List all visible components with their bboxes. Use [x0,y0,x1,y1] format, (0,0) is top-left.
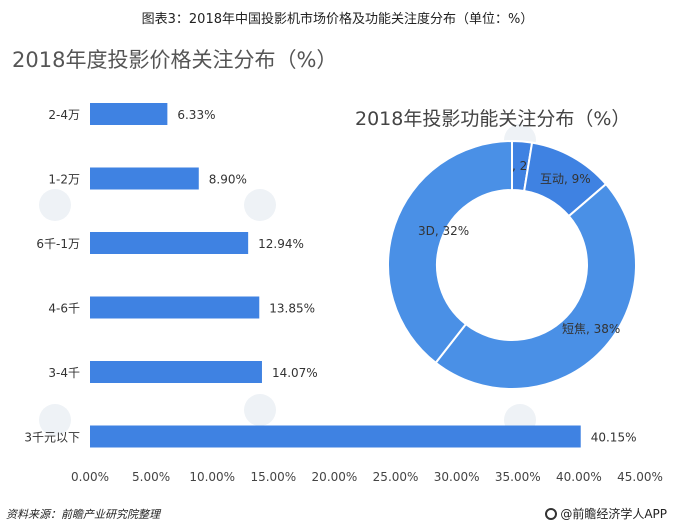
category-label: 6千-1万 [36,237,80,251]
x-tick-label: 30.00% [434,470,480,484]
slice-label: 短焦, 38% [562,322,620,336]
bar-value-label: 6.33% [177,108,215,122]
watermark-logo [244,394,276,426]
bar-value-label: 40.15% [591,431,637,445]
x-tick-label: 5.00% [132,470,170,484]
watermark-logo [39,189,71,221]
donut-chart: 智能, 2.10%互动, 9%短焦, 38%3D, 32% [387,139,637,390]
x-tick-label: 20.00% [312,470,358,484]
x-tick-label: 35.00% [495,470,541,484]
bar-value-label: 8.90% [209,173,247,187]
x-tick-label: 15.00% [250,470,296,484]
source-note: 资料来源：前瞻产业研究院整理 [6,508,160,521]
bar-value-label: 13.85% [269,302,315,316]
x-tick-label: 45.00% [617,470,663,484]
bar-value-label: 14.07% [272,366,318,380]
watermark-logo [244,189,276,221]
donut-chart-title: 2018年投影功能关注分布（%） [355,108,631,130]
bar [90,425,581,448]
watermark-layer [39,124,536,436]
bar [90,232,249,254]
category-label: 2-4万 [48,108,80,122]
bar [90,103,168,125]
bar-value-label: 12.94% [258,237,304,251]
x-tick-label: 10.00% [189,470,235,484]
category-label: 3千元以下 [24,431,80,445]
category-label: 4-6千 [48,302,80,316]
slice-label: 互动, 9% [540,172,591,186]
bar [90,167,199,190]
category-label: 1-2万 [48,173,80,187]
donut-slice [387,139,513,365]
bar-chart-title: 2018年度投影价格关注分布（%） [12,48,338,72]
brand-logo-icon [545,507,558,520]
brand-text: @前瞻经济学人APP [560,507,667,521]
bar [90,361,262,383]
x-tick-label: 0.00% [71,470,109,484]
category-label: 3-4千 [48,366,80,380]
bar [90,296,260,319]
donut-slice [434,182,637,390]
x-tick-label: 40.00% [556,470,602,484]
figure-title: 图表3：2018年中国投影机市场价格及功能关注度分布（单位：%） [141,12,534,27]
watermark-logo [39,404,71,436]
slice-label: 3D, 32% [418,224,469,238]
x-tick-label: 25.00% [373,470,419,484]
brand-credit: @前瞻经济学人APP [545,505,667,522]
bar-chart: 2-4万 6.33% 1-2万 8.90% 6千-1万 12.94% 4-6千 13.85% 3… [24,103,663,484]
